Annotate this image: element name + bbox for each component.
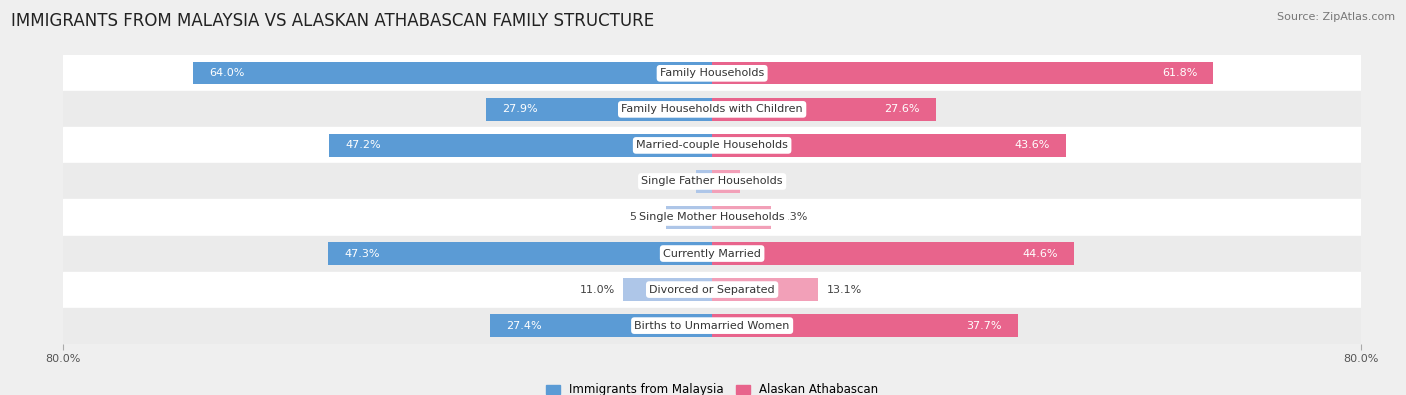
Bar xyxy=(63,199,1361,235)
Text: 13.1%: 13.1% xyxy=(827,284,862,295)
Bar xyxy=(63,164,1361,199)
Bar xyxy=(713,98,936,120)
Text: 11.0%: 11.0% xyxy=(579,284,614,295)
Legend: Immigrants from Malaysia, Alaskan Athabascan: Immigrants from Malaysia, Alaskan Athaba… xyxy=(541,379,883,395)
Bar xyxy=(713,243,1074,265)
Bar xyxy=(713,314,1018,337)
Text: 47.2%: 47.2% xyxy=(346,140,381,150)
Text: Family Households with Children: Family Households with Children xyxy=(621,104,803,115)
Bar xyxy=(696,170,713,193)
Text: Currently Married: Currently Married xyxy=(664,248,761,259)
Bar xyxy=(63,235,1361,272)
Text: Married-couple Households: Married-couple Households xyxy=(636,140,789,150)
Text: 43.6%: 43.6% xyxy=(1014,140,1049,150)
Bar xyxy=(63,272,1361,308)
Bar xyxy=(486,98,713,120)
Bar xyxy=(666,206,713,229)
Text: 64.0%: 64.0% xyxy=(209,68,245,78)
Bar xyxy=(63,128,1361,164)
Text: Single Father Households: Single Father Households xyxy=(641,177,783,186)
Bar xyxy=(329,134,713,156)
Text: 37.7%: 37.7% xyxy=(966,321,1001,331)
Bar xyxy=(63,55,1361,91)
Text: 27.6%: 27.6% xyxy=(884,104,920,115)
Text: 7.3%: 7.3% xyxy=(779,213,808,222)
Text: 5.7%: 5.7% xyxy=(630,213,658,222)
Text: 47.3%: 47.3% xyxy=(344,248,380,259)
Text: Divorced or Separated: Divorced or Separated xyxy=(650,284,775,295)
Text: 3.4%: 3.4% xyxy=(748,177,776,186)
Bar xyxy=(623,278,713,301)
Bar xyxy=(713,206,772,229)
Bar xyxy=(193,62,713,85)
Bar xyxy=(63,91,1361,128)
Text: Single Mother Households: Single Mother Households xyxy=(640,213,785,222)
Bar xyxy=(713,62,1213,85)
Bar xyxy=(713,134,1066,156)
Bar xyxy=(489,314,713,337)
Text: 61.8%: 61.8% xyxy=(1161,68,1197,78)
Text: IMMIGRANTS FROM MALAYSIA VS ALASKAN ATHABASCAN FAMILY STRUCTURE: IMMIGRANTS FROM MALAYSIA VS ALASKAN ATHA… xyxy=(11,12,654,30)
Text: 27.9%: 27.9% xyxy=(502,104,537,115)
Text: Family Households: Family Households xyxy=(659,68,765,78)
Text: Source: ZipAtlas.com: Source: ZipAtlas.com xyxy=(1277,12,1395,22)
Text: 44.6%: 44.6% xyxy=(1022,248,1057,259)
Bar xyxy=(713,170,740,193)
Text: 2.0%: 2.0% xyxy=(659,177,688,186)
Text: Births to Unmarried Women: Births to Unmarried Women xyxy=(634,321,790,331)
Text: 27.4%: 27.4% xyxy=(506,321,541,331)
Bar xyxy=(329,243,713,265)
Bar xyxy=(713,278,818,301)
Bar xyxy=(63,308,1361,344)
